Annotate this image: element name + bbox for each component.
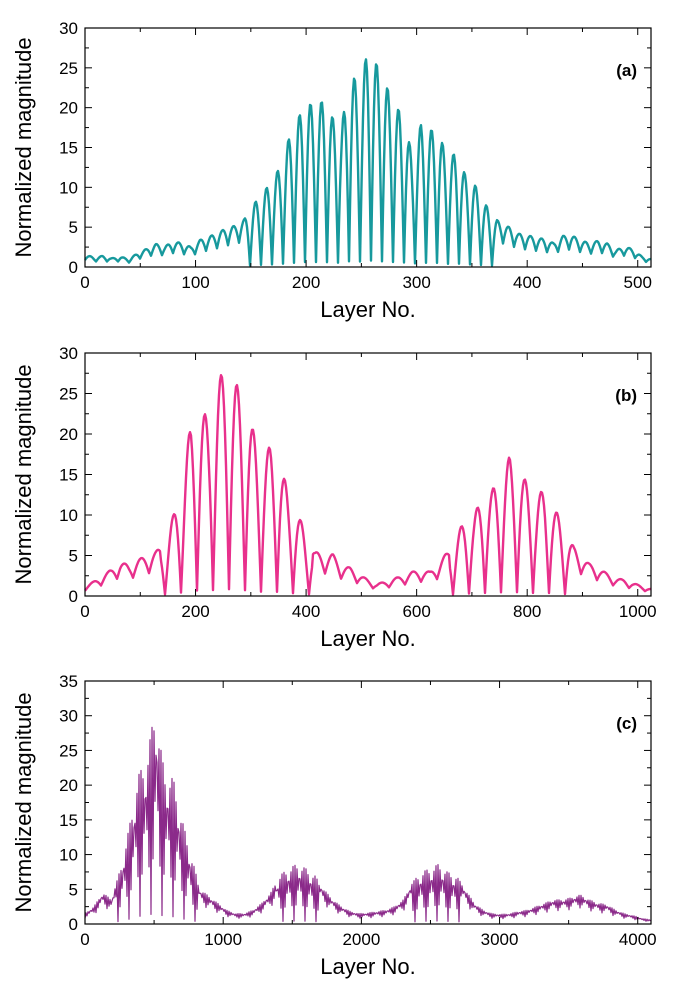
y-tick-label: 15	[59, 811, 78, 830]
x-tick-label: 400	[292, 602, 320, 621]
x-tick-label: 3000	[481, 930, 519, 949]
panel-label: (b)	[615, 386, 637, 405]
series-line	[84, 374, 652, 596]
panel-2: 0 200 400 600 800 1000 0 5 10 15 20 25 30 Layer No. No…	[11, 344, 657, 651]
y-tick-label: 15	[59, 139, 78, 158]
x-tick-label: 200	[181, 602, 209, 621]
x-tick-label: 600	[402, 602, 430, 621]
x-axis-title: Layer No.	[320, 297, 415, 322]
y-tick-label: 30	[59, 344, 78, 363]
y-tick-label: 5	[69, 218, 78, 237]
y-tick-label: 30	[59, 19, 78, 38]
y-tick-label: 15	[59, 466, 78, 485]
y-axis-title: Normalized magnitude	[11, 37, 36, 257]
y-tick-label: 30	[59, 707, 78, 726]
x-tick-label: 2000	[342, 930, 380, 949]
y-tick-label: 25	[59, 741, 78, 760]
x-tick-label: 800	[513, 602, 541, 621]
series-line	[84, 58, 652, 267]
y-tick-label: 20	[59, 99, 78, 118]
x-tick-label: 0	[80, 602, 89, 621]
x-tick-label: 4000	[619, 930, 657, 949]
x-tick-label: 0	[80, 273, 89, 292]
y-tick-label: 5	[69, 880, 78, 899]
y-tick-label: 25	[59, 59, 78, 78]
y-tick-label: 10	[59, 506, 78, 525]
panel-1: 0 100 200 300 400 500 0 5 10 15 20 25 30 Layer No. Nor…	[11, 19, 652, 322]
panel-3: 0 1000 2000 3000 4000 0 5 10 15 20 25 30 35 Layer No.…	[11, 672, 657, 979]
y-tick-label: 10	[59, 846, 78, 865]
x-tick-label: 400	[513, 273, 541, 292]
y-tick-label: 25	[59, 385, 78, 404]
y-tick-label: 20	[59, 425, 78, 444]
y-tick-label: 10	[59, 178, 78, 197]
x-tick-label: 0	[80, 930, 89, 949]
y-tick-label: 0	[69, 915, 78, 934]
y-tick-label: 35	[59, 672, 78, 691]
x-tick-label: 200	[292, 273, 320, 292]
x-tick-label: 500	[624, 273, 652, 292]
plot-frame	[84, 352, 652, 597]
x-axis-title: Layer No.	[320, 954, 415, 979]
y-tick-label: 5	[69, 547, 78, 566]
panel-label: (c)	[616, 714, 637, 733]
x-tick-label: 300	[402, 273, 430, 292]
panel-label: (a)	[616, 61, 637, 80]
x-tick-label: 1000	[619, 602, 657, 621]
y-tick-label: 0	[69, 587, 78, 606]
y-tick-label: 0	[69, 258, 78, 277]
y-tick-label: 20	[59, 776, 78, 795]
x-tick-label: 100	[181, 273, 209, 292]
y-axis-title: Normalized magnitude	[11, 364, 36, 584]
series-line	[84, 726, 652, 923]
x-axis-title: Layer No.	[320, 626, 415, 651]
x-tick-label: 1000	[204, 930, 242, 949]
y-axis-title: Normalized magnitude	[11, 692, 36, 912]
